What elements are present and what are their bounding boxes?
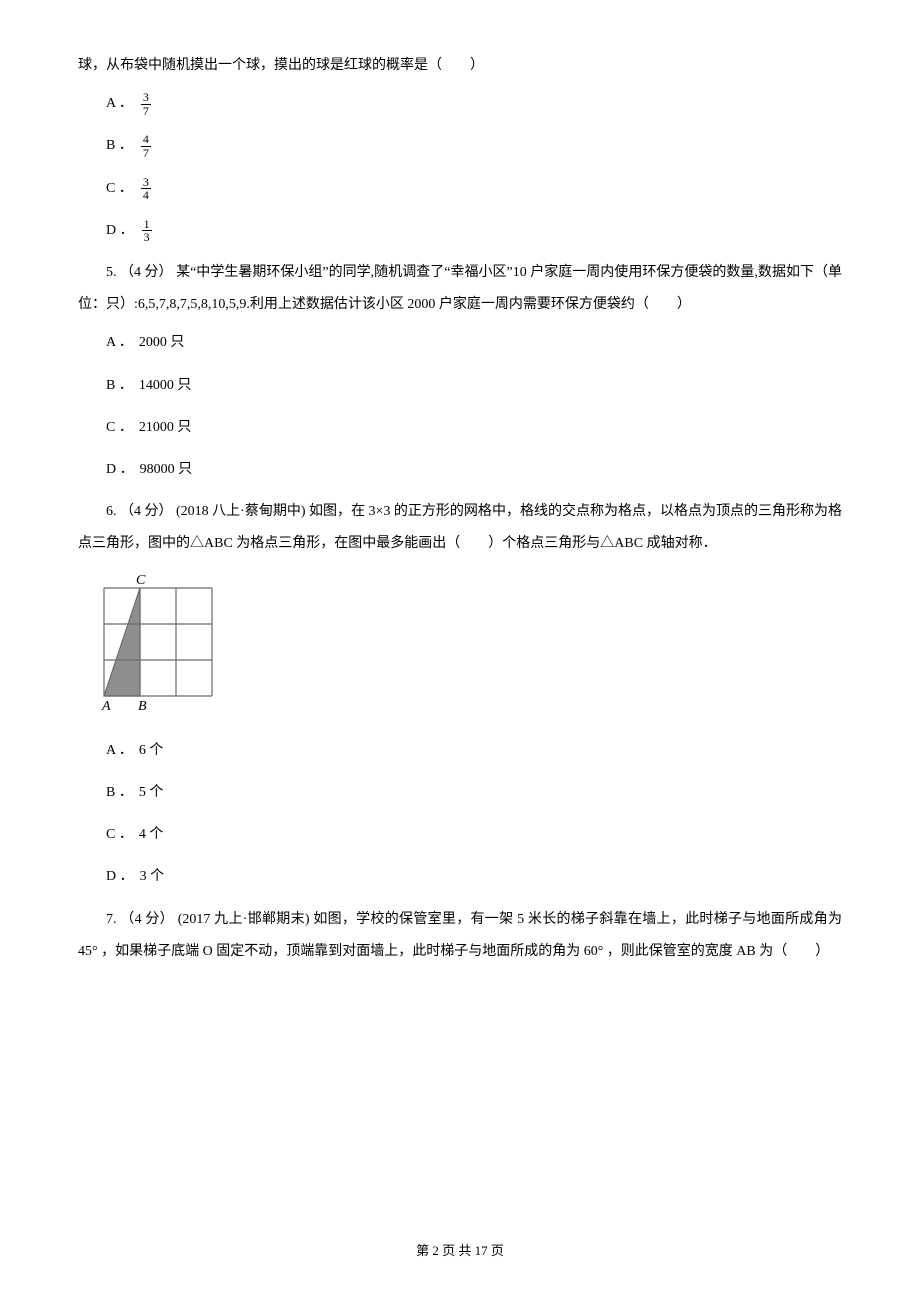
option-label: C ． bbox=[106, 412, 133, 444]
option-label: D ． bbox=[106, 861, 134, 893]
option-text: 21000 只 bbox=[139, 412, 192, 444]
grid-triangle-svg: C A B bbox=[88, 572, 228, 718]
svg-text:C: C bbox=[136, 573, 146, 588]
option-label: C ． bbox=[106, 819, 133, 851]
svg-text:B: B bbox=[138, 699, 147, 714]
q6-stem: 6. （4 分） (2018 八上·蔡甸期中) 如图，在 3×3 的正方形的网格… bbox=[78, 496, 842, 560]
option-label: C ． bbox=[106, 173, 133, 205]
footer-prefix: 第 bbox=[416, 1243, 432, 1258]
q6-figure: C A B bbox=[88, 572, 842, 726]
option-text: 6 个 bbox=[139, 735, 164, 767]
fraction: 3 7 bbox=[141, 91, 151, 117]
page-footer: 第 2 页 共 17 页 bbox=[0, 1241, 920, 1262]
q4-option-a: A ． 3 7 bbox=[106, 88, 842, 120]
option-text: 98000 只 bbox=[140, 454, 193, 486]
fraction: 1 3 bbox=[142, 218, 152, 244]
q6-options: A ． 6 个 B ． 5 个 C ． 4 个 D ． 3 个 bbox=[78, 735, 842, 894]
fraction-denominator: 7 bbox=[141, 146, 151, 160]
option-label: D ． bbox=[106, 215, 134, 247]
option-label: A ． bbox=[106, 88, 133, 120]
option-label: A ． bbox=[106, 327, 133, 359]
fraction-numerator: 1 bbox=[142, 218, 152, 231]
option-text: 2000 只 bbox=[139, 327, 185, 359]
q7-stem: 7. （4 分） (2017 九上·邯郸期末) 如图，学校的保管室里，有一架 5… bbox=[78, 904, 842, 968]
q6-option-b: B ． 5 个 bbox=[106, 777, 842, 809]
option-text: 5 个 bbox=[139, 777, 164, 809]
q5-stem: 5. （4 分） 某“中学生暑期环保小组”的同学,随机调查了“幸福小区”10 户… bbox=[78, 257, 842, 321]
footer-mid: 页 共 bbox=[439, 1243, 475, 1258]
footer-total: 17 bbox=[475, 1243, 488, 1258]
fraction-numerator: 3 bbox=[141, 91, 151, 104]
q5-option-a: A ． 2000 只 bbox=[106, 327, 842, 359]
option-label: B ． bbox=[106, 370, 133, 402]
fraction: 4 7 bbox=[141, 133, 151, 159]
svg-text:A: A bbox=[101, 699, 111, 714]
option-text: 3 个 bbox=[140, 861, 165, 893]
fraction-numerator: 3 bbox=[141, 176, 151, 189]
q5-options: A ． 2000 只 B ． 14000 只 C ． 21000 只 D ． 9… bbox=[78, 327, 842, 486]
q4-stem-continued: 球，从布袋中随机摸出一个球，摸出的球是红球的概率是（ ） bbox=[78, 50, 842, 82]
option-label: D ． bbox=[106, 454, 134, 486]
option-label: B ． bbox=[106, 130, 133, 162]
fraction-numerator: 4 bbox=[141, 133, 151, 146]
q5-option-c: C ． 21000 只 bbox=[106, 412, 842, 444]
q4-option-c: C ． 3 4 bbox=[106, 173, 842, 205]
fraction-denominator: 4 bbox=[141, 188, 151, 202]
q4-option-b: B ． 4 7 bbox=[106, 130, 842, 162]
q5-option-d: D ． 98000 只 bbox=[106, 454, 842, 486]
q6-option-c: C ． 4 个 bbox=[106, 819, 842, 851]
fraction: 3 4 bbox=[141, 176, 151, 202]
q6-option-d: D ． 3 个 bbox=[106, 861, 842, 893]
option-label: B ． bbox=[106, 777, 133, 809]
option-text: 4 个 bbox=[139, 819, 164, 851]
option-text: 14000 只 bbox=[139, 370, 192, 402]
q6-option-a: A ． 6 个 bbox=[106, 735, 842, 767]
footer-suffix: 页 bbox=[488, 1243, 504, 1258]
fraction-denominator: 3 bbox=[142, 230, 152, 244]
q4-option-d: D ． 1 3 bbox=[106, 215, 842, 247]
option-label: A ． bbox=[106, 735, 133, 767]
q5-option-b: B ． 14000 只 bbox=[106, 370, 842, 402]
fraction-denominator: 7 bbox=[141, 104, 151, 118]
q4-options: A ． 3 7 B ． 4 7 C ． 3 4 D ． 1 3 bbox=[78, 88, 842, 247]
